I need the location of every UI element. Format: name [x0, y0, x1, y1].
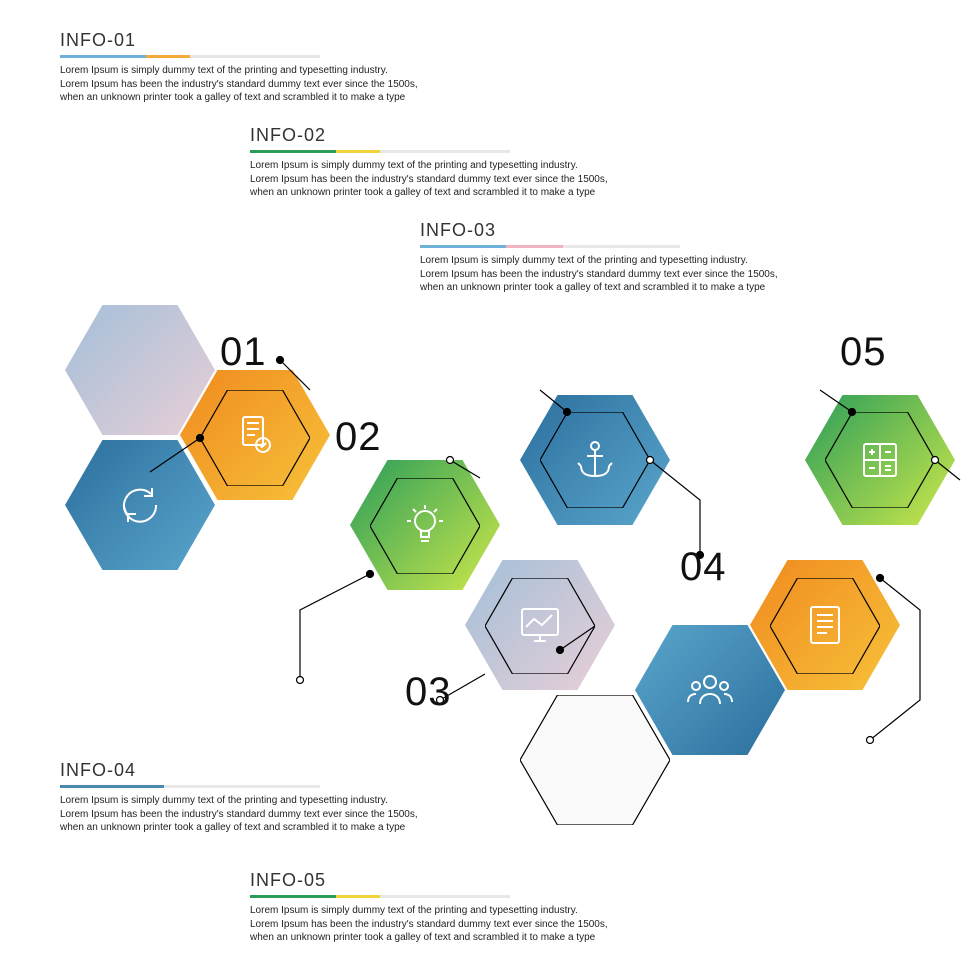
bulb-icon — [401, 501, 449, 549]
info-underline — [420, 245, 680, 248]
info-title: INFO-01 — [60, 30, 418, 51]
number-04: 04 — [680, 545, 727, 590]
info-body: Lorem Ipsum is simply dummy text of the … — [420, 254, 778, 295]
number-03: 03 — [405, 670, 452, 715]
info-title: INFO-02 — [250, 125, 608, 146]
hex-05 — [805, 395, 955, 525]
info-body: Lorem Ipsum is simply dummy text of the … — [60, 794, 418, 835]
calculator-icon — [856, 436, 904, 484]
info-title: INFO-05 — [250, 870, 608, 891]
info-block-05: INFO-05 Lorem Ipsum is simply dummy text… — [250, 870, 608, 945]
info-title: INFO-03 — [420, 220, 778, 241]
monitor-chart-icon — [516, 601, 564, 649]
info-block-01: INFO-01 Lorem Ipsum is simply dummy text… — [60, 30, 418, 105]
info-underline — [60, 785, 320, 788]
info-block-02: INFO-02 Lorem Ipsum is simply dummy text… — [250, 125, 608, 200]
hex-deco-empty — [520, 695, 670, 825]
hex-02 — [350, 460, 500, 590]
hex-anchor — [520, 395, 670, 525]
number-05: 05 — [840, 330, 887, 375]
number-02: 02 — [335, 415, 382, 460]
info-block-04: INFO-04 Lorem Ipsum is simply dummy text… — [60, 760, 418, 835]
info-body: Lorem Ipsum is simply dummy text of the … — [250, 159, 608, 200]
document-lines-icon — [801, 601, 849, 649]
document-check-icon — [231, 411, 279, 459]
info-block-03: INFO-03 Lorem Ipsum is simply dummy text… — [420, 220, 778, 295]
people-icon — [686, 666, 734, 714]
hex-refresh — [65, 440, 215, 570]
info-body: Lorem Ipsum is simply dummy text of the … — [60, 64, 418, 105]
number-01: 01 — [220, 330, 267, 375]
anchor-icon — [571, 436, 619, 484]
info-underline — [250, 150, 510, 153]
info-underline — [250, 895, 510, 898]
refresh-icon — [116, 481, 164, 529]
hex-03 — [465, 560, 615, 690]
info-underline — [60, 55, 320, 58]
info-title: INFO-04 — [60, 760, 418, 781]
info-body: Lorem Ipsum is simply dummy text of the … — [250, 904, 608, 945]
